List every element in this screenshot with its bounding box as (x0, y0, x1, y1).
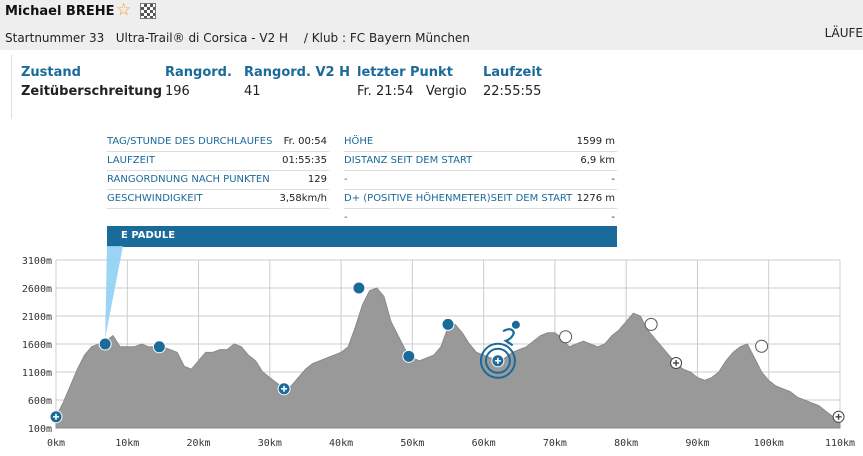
info-label: LAUFZEIT (107, 155, 155, 166)
status-laufzeit: Laufzeit 22:55:55 (483, 65, 542, 99)
laufzeit-value: 22:55:55 (483, 84, 542, 99)
info-row: - - (344, 209, 617, 227)
runners-tab[interactable]: LÄUFE (824, 26, 863, 40)
x-tick-label: 40km (329, 438, 353, 449)
letzter-punkt-place[interactable]: Vergio (425, 84, 467, 99)
x-tick-label: 80km (614, 438, 638, 449)
club-name: Klub : FC Bayern München (311, 31, 470, 45)
x-tick-label: 100km (754, 438, 784, 449)
x-tick-label: 50km (400, 438, 424, 449)
letzter-punkt-value: Fr. 21:54 Vergio (357, 84, 467, 99)
x-tick-label: 110km (825, 438, 855, 449)
y-tick-label: 3100m (22, 256, 52, 267)
info-row: RANGORDNUNG NACH PUNKTEN 129 (107, 171, 329, 190)
race-name: Ultra-Trail® di Corsica - V2 H (115, 31, 289, 45)
info-value: - (611, 212, 615, 223)
rangord-label: Rangord. (165, 65, 232, 80)
info-label: DISTANZ SEIT DEM START (344, 155, 473, 166)
letzter-punkt-time: Fr. 21:54 (357, 84, 414, 99)
y-tick-label: 1600m (22, 340, 52, 351)
info-label: HÖHE (344, 136, 374, 147)
info-value: 129 (307, 174, 327, 185)
star-icon[interactable]: ☆ (116, 0, 132, 20)
info-value: - (611, 174, 615, 185)
zustand-label: Zustand (21, 65, 81, 80)
x-tick-label: 30km (258, 438, 282, 449)
subtitle-separator: / (303, 31, 308, 45)
info-row: TAG/STUNDE DES DURCHLAUFES Fr. 00:54 (107, 133, 329, 152)
x-tick-label: 70km (543, 438, 567, 449)
elevation-area (55, 287, 841, 429)
y-tick-label: 2600m (22, 284, 52, 295)
top-bar: Michael BREHE ☆ Startnummer 33 Ultra-Tra… (0, 0, 863, 50)
info-row: GESCHWINDIGKEIT 3,58km/h (107, 190, 329, 209)
bib-number: Startnummer 33 (5, 31, 105, 45)
info-value: 1599 m (576, 136, 615, 147)
x-tick-label: 10km (115, 438, 139, 449)
status-rangord: Rangord. 196 (165, 65, 232, 99)
info-value: 1276 m (576, 193, 615, 204)
y-tick-label: 2100m (22, 312, 52, 323)
info-value: 6,9 km (580, 155, 615, 166)
checkpoint-marker (98, 337, 112, 351)
info-label: - (344, 174, 348, 185)
info-label: GESCHWINDIGKEIT (107, 193, 203, 204)
checkpoint-name: E PADULE (121, 230, 176, 241)
status-panel: Zustand Zeitüberschreitung Rangord. 196 … (11, 55, 863, 119)
pointer-triangle (105, 246, 123, 339)
checkpoint-marker (441, 317, 455, 331)
zustand-value: Zeitüberschreitung (21, 84, 163, 99)
info-label: - (344, 212, 348, 223)
checkpoint-marker-open (644, 317, 658, 331)
x-tick-label: 0km (47, 438, 65, 449)
info-row: HÖHE 1599 m (344, 133, 617, 152)
info-row: LAUFZEIT 01:55:35 (107, 152, 329, 171)
status-zustand: Zustand Zeitüberschreitung (21, 65, 162, 99)
letzter-punkt-label: letzter Punkt (357, 65, 453, 80)
info-label: D+ (POSITIVE HÖHENMETER)SEIT DEM START (344, 193, 573, 204)
y-tick-label: 1100m (22, 368, 52, 379)
checkpoint-marker-open (559, 330, 573, 344)
checkpoint-marker (152, 340, 166, 354)
rangord-v2h-value: 41 (244, 84, 261, 99)
runner-head-icon (511, 320, 520, 329)
runner-name: Michael BREHE (5, 4, 115, 19)
info-row: D+ (POSITIVE HÖHENMETER)SEIT DEM START 1… (344, 190, 617, 209)
runner-subtitle: Startnummer 33 Ultra-Trail® di Corsica -… (5, 31, 470, 45)
checkpoint-banner: E PADULE (107, 226, 617, 247)
info-value: 3,58km/h (279, 193, 327, 204)
status-rangord-v2h: Rangord. V2 H 41 (244, 65, 350, 99)
info-value: Fr. 00:54 (283, 136, 327, 147)
x-tick-label: 60km (472, 438, 496, 449)
rangord-value: 196 (165, 84, 190, 99)
y-tick-label: 100m (28, 424, 52, 435)
info-label: TAG/STUNDE DES DURCHLAUFES (107, 136, 273, 147)
checkered-flag-icon[interactable] (140, 3, 156, 19)
rangord-v2h-label: Rangord. V2 H (244, 65, 350, 80)
runner-body-icon (502, 328, 516, 346)
info-row: DISTANZ SEIT DEM START 6,9 km (344, 152, 617, 171)
laufzeit-label: Laufzeit (483, 65, 543, 80)
elevation-profile-chart[interactable]: 100m 600m 1100m 1600m 2100m 2600m 3100m 0km 10km… (0, 246, 863, 456)
info-label: RANGORDNUNG NACH PUNKTEN (107, 174, 270, 185)
runner-ring-inner (484, 347, 511, 374)
checkpoint-marker-open (755, 339, 769, 353)
checkpoint-marker (402, 349, 416, 363)
runner-ring-outer (479, 342, 516, 379)
checkpoint-marker (352, 281, 366, 295)
x-tick-label: 90km (685, 438, 709, 449)
info-value: 01:55:35 (282, 155, 327, 166)
status-letzter-punkt: letzter Punkt Fr. 21:54 Vergio (357, 65, 467, 99)
y-tick-label: 600m (28, 396, 52, 407)
x-tick-label: 20km (186, 438, 210, 449)
info-row: - - (344, 171, 617, 190)
